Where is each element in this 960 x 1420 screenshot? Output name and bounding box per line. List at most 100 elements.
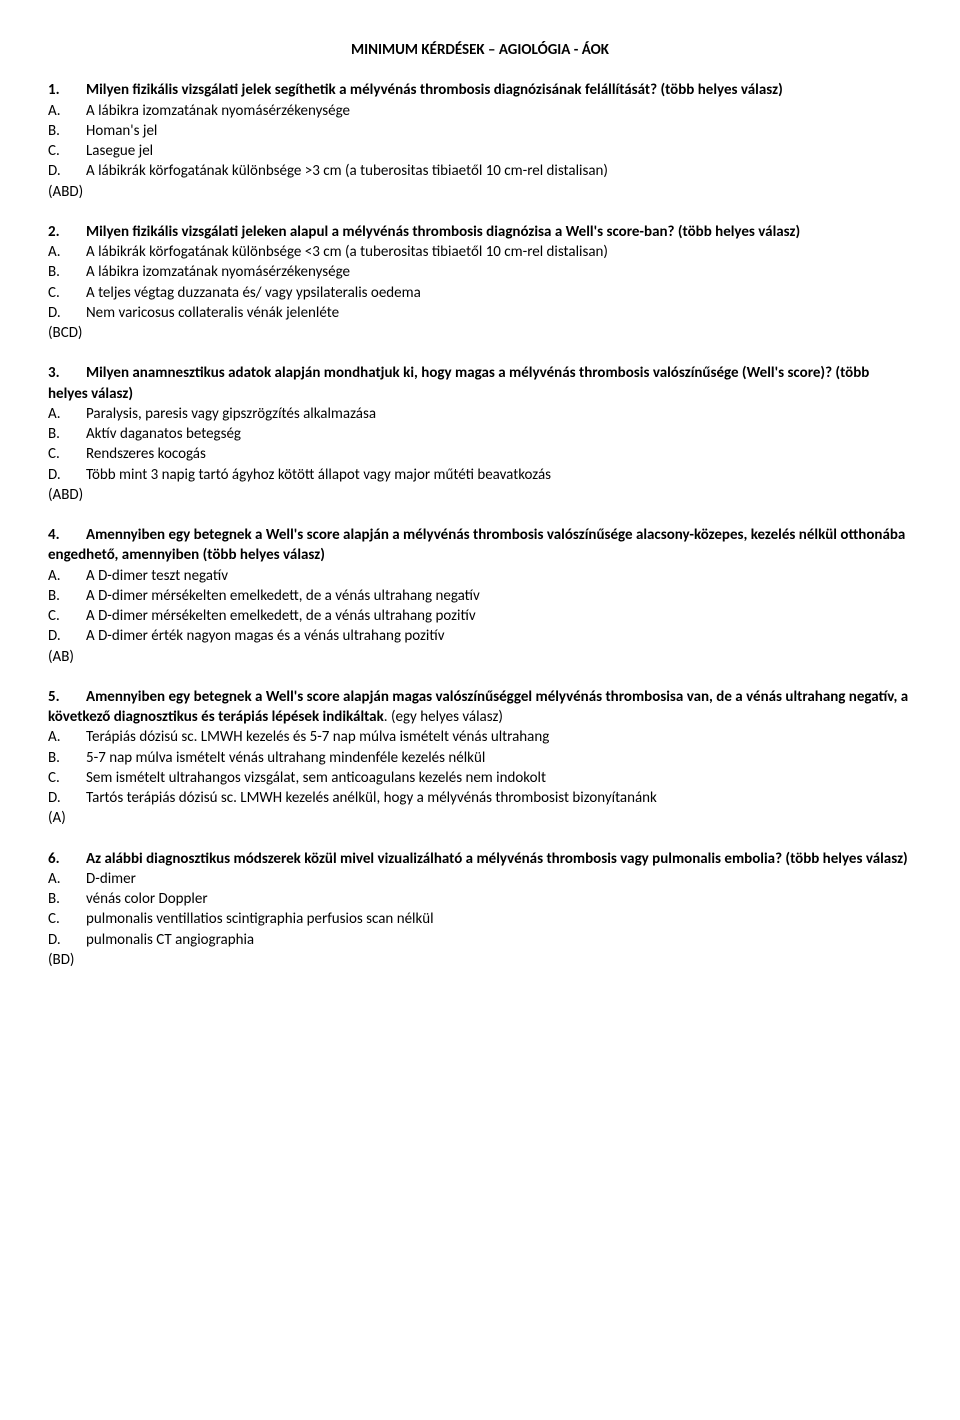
option-letter: D. <box>48 465 86 485</box>
option-letter: B. <box>48 424 86 444</box>
option-letter: D. <box>48 303 86 323</box>
option-letter: C. <box>48 606 86 626</box>
question-text: 2.Milyen fizikális vizsgálati jeleken al… <box>48 222 912 242</box>
option-text: A lábikrák körfogatának különbsége >3 cm… <box>86 162 608 180</box>
option-b: B.5-7 nap múlva ismételt vénás ultrahang… <box>48 748 912 768</box>
option-c: C.pulmonalis ventillatios scintigraphia … <box>48 909 912 929</box>
answer-key: (A) <box>48 808 912 828</box>
question-1: 1.Milyen fizikális vizsgálati jelek segí… <box>48 80 912 202</box>
option-letter: D. <box>48 161 86 181</box>
option-d: D.Nem varicosus collateralis vénák jelen… <box>48 303 912 323</box>
option-letter: A. <box>48 869 86 889</box>
option-letter: B. <box>48 748 86 768</box>
option-text: A D-dimer mérsékelten emelkedett, de a v… <box>86 607 476 625</box>
option-text: Aktív daganatos betegség <box>86 425 241 443</box>
option-d: D.A D-dimer érték nagyon magas és a véná… <box>48 626 912 646</box>
question-5: 5.Amennyiben egy betegnek a Well's score… <box>48 687 912 829</box>
option-letter: B. <box>48 121 86 141</box>
option-text: A D-dimer érték nagyon magas és a vénás … <box>86 627 444 645</box>
option-text: Tartós terápiás dózisú sc. LMWH kezelés … <box>86 789 657 807</box>
question-3: 3.Milyen anamnesztikus adatok alapján mo… <box>48 363 912 505</box>
option-letter: C. <box>48 444 86 464</box>
option-c: C.Lasegue jel <box>48 141 912 161</box>
question-text: 4.Amennyiben egy betegnek a Well's score… <box>48 525 912 566</box>
option-text: D-dimer <box>86 870 136 888</box>
question-number: 3. <box>48 363 86 383</box>
option-letter: C. <box>48 909 86 929</box>
option-letter: C. <box>48 283 86 303</box>
question-number: 1. <box>48 80 86 100</box>
option-text: Rendszeres kocogás <box>86 445 206 463</box>
option-text: A teljes végtag duzzanata és/ vagy ypsil… <box>86 284 421 302</box>
option-a: A.D-dimer <box>48 869 912 889</box>
option-text: Sem ismételt ultrahangos vizsgálat, sem … <box>86 769 546 787</box>
option-a: A.Paralysis, paresis vagy gipszrögzítés … <box>48 404 912 424</box>
option-a: A.A lábikra izomzatának nyomásérzékenysé… <box>48 101 912 121</box>
option-a: A.Terápiás dózisú sc. LMWH kezelés és 5-… <box>48 727 912 747</box>
option-text: Homan's jel <box>86 122 157 140</box>
option-text: vénás color Doppler <box>86 890 208 908</box>
option-c: C.A teljes végtag duzzanata és/ vagy yps… <box>48 283 912 303</box>
option-d: D.pulmonalis CT angiographia <box>48 930 912 950</box>
option-letter: D. <box>48 930 86 950</box>
question-6: 6.Az alábbi diagnosztikus módszerek közü… <box>48 849 912 971</box>
option-letter: C. <box>48 141 86 161</box>
option-b: B.Homan's jel <box>48 121 912 141</box>
option-letter: A. <box>48 101 86 121</box>
option-letter: A. <box>48 242 86 262</box>
option-letter: B. <box>48 889 86 909</box>
answer-key: (BD) <box>48 950 912 970</box>
option-letter: A. <box>48 566 86 586</box>
question-text: 5.Amennyiben egy betegnek a Well's score… <box>48 687 912 728</box>
option-text: A D-dimer mérsékelten emelkedett, de a v… <box>86 587 480 605</box>
option-d: D.Tartós terápiás dózisú sc. LMWH kezelé… <box>48 788 912 808</box>
question-body: Milyen fizikális vizsgálati jeleken alap… <box>86 223 800 241</box>
option-text: 5-7 nap múlva ismételt vénás ultrahang m… <box>86 749 485 767</box>
option-c: C.Rendszeres kocogás <box>48 444 912 464</box>
option-d: D.A lábikrák körfogatának különbsége >3 … <box>48 161 912 181</box>
option-text: Lasegue jel <box>86 142 153 160</box>
option-letter: A. <box>48 727 86 747</box>
answer-key: (ABD) <box>48 485 912 505</box>
option-c: C.A D-dimer mérsékelten emelkedett, de a… <box>48 606 912 626</box>
option-b: B.Aktív daganatos betegség <box>48 424 912 444</box>
option-d: D.Több mint 3 napig tartó ágyhoz kötött … <box>48 465 912 485</box>
option-letter: B. <box>48 586 86 606</box>
option-letter: D. <box>48 788 86 808</box>
question-number: 5. <box>48 687 86 707</box>
option-letter: A. <box>48 404 86 424</box>
question-2: 2.Milyen fizikális vizsgálati jeleken al… <box>48 222 912 344</box>
page-title: MINIMUM KÉRDÉSEK – AGIOLÓGIA - ÁOK <box>48 40 912 60</box>
option-letter: B. <box>48 262 86 282</box>
option-a: A.A D-dimer teszt negatív <box>48 566 912 586</box>
question-number: 4. <box>48 525 86 545</box>
option-text: A lábikra izomzatának nyomásérzékenysége <box>86 263 350 281</box>
option-a: A.A lábikrák körfogatának különbsége <3 … <box>48 242 912 262</box>
question-text: 6.Az alábbi diagnosztikus módszerek közü… <box>48 849 912 869</box>
question-4: 4.Amennyiben egy betegnek a Well's score… <box>48 525 912 667</box>
option-c: C.Sem ismételt ultrahangos vizsgálat, se… <box>48 768 912 788</box>
question-number: 6. <box>48 849 86 869</box>
option-letter: C. <box>48 768 86 788</box>
option-b: B.vénás color Doppler <box>48 889 912 909</box>
question-text: 1.Milyen fizikális vizsgálati jelek segí… <box>48 80 912 100</box>
answer-key: (BCD) <box>48 323 912 343</box>
option-text: pulmonalis CT angiographia <box>86 931 254 949</box>
option-text: pulmonalis ventillatios scintigraphia pe… <box>86 910 434 928</box>
option-text: A D-dimer teszt negatív <box>86 567 228 585</box>
option-text: Nem varicosus collateralis vénák jelenlé… <box>86 304 339 322</box>
question-body: Milyen fizikális vizsgálati jelek segíth… <box>86 81 783 99</box>
option-text: A lábikrák körfogatának különbsége <3 cm… <box>86 243 608 261</box>
option-text: Több mint 3 napig tartó ágyhoz kötött ál… <box>86 466 551 484</box>
option-text: A lábikra izomzatának nyomásérzékenysége <box>86 102 350 120</box>
option-b: B.A lábikra izomzatának nyomásérzékenysé… <box>48 262 912 282</box>
question-body: Amennyiben egy betegnek a Well's score a… <box>48 526 905 564</box>
option-text: Paralysis, paresis vagy gipszrögzítés al… <box>86 405 376 423</box>
answer-key: (AB) <box>48 647 912 667</box>
question-body: Milyen anamnesztikus adatok alapján mond… <box>48 364 869 402</box>
question-text: 3.Milyen anamnesztikus adatok alapján mo… <box>48 363 912 404</box>
option-letter: D. <box>48 626 86 646</box>
question-suffix: . (egy helyes válasz) <box>384 708 503 726</box>
option-text: Terápiás dózisú sc. LMWH kezelés és 5-7 … <box>86 728 549 746</box>
question-number: 2. <box>48 222 86 242</box>
